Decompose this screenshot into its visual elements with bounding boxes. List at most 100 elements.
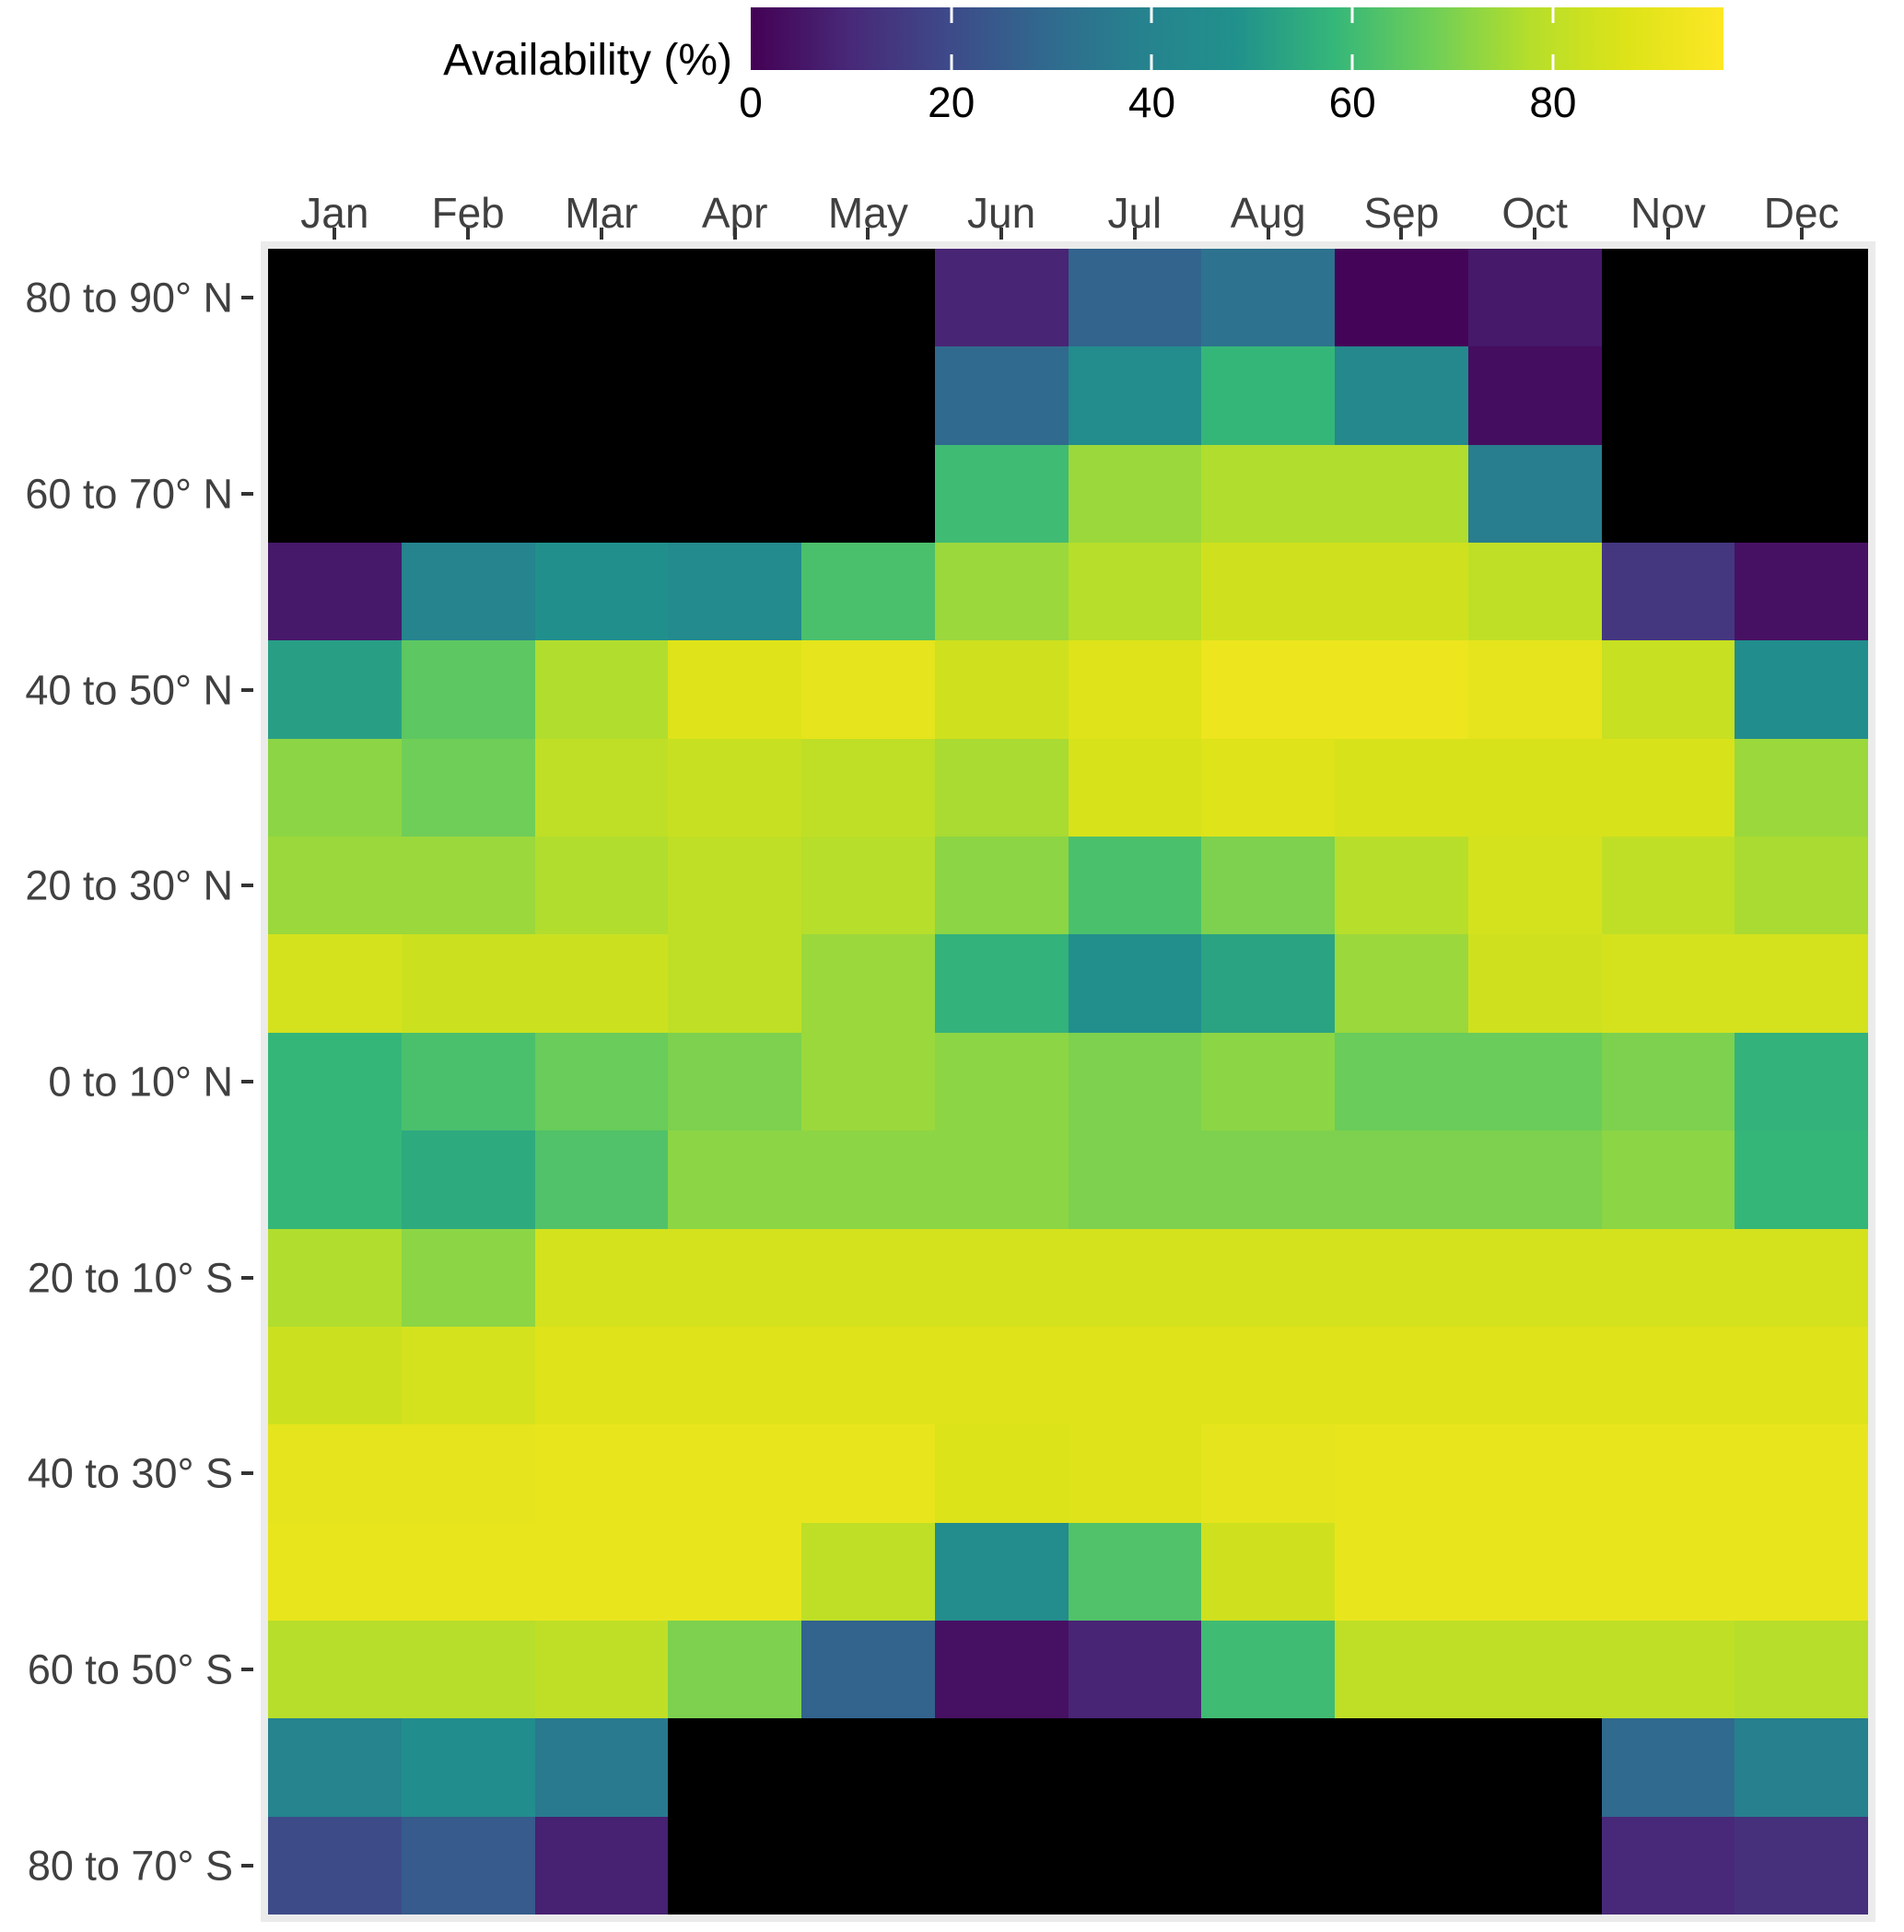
colorbar-tick [1350, 54, 1354, 70]
heatmap-cell [1068, 1326, 1202, 1425]
latitude-axis-tick [241, 1275, 253, 1280]
heatmap-cell [1201, 346, 1335, 445]
latitude-label: 20 to 30° N [25, 861, 233, 909]
heatmap-cell [1467, 1620, 1602, 1719]
heatmap-cell [668, 1718, 801, 1817]
heatmap-cell [1068, 249, 1202, 347]
month-axis-tick [1132, 228, 1137, 240]
heatmap-cell [1335, 249, 1468, 347]
heatmap-cell [534, 1718, 669, 1817]
heatmap-cell [401, 1522, 535, 1621]
heatmap-cell [1068, 1620, 1202, 1719]
heatmap-cell [1068, 1032, 1202, 1131]
colorbar-tick [950, 7, 953, 23]
heatmap-cell [934, 249, 1069, 347]
heatmap-cell [1601, 1816, 1735, 1914]
heatmap-cell [1601, 640, 1735, 739]
heatmap-cell [401, 543, 535, 641]
heatmap-cell [934, 346, 1069, 445]
heatmap-cell [401, 1228, 535, 1327]
heatmap-cell [268, 1816, 402, 1914]
heatmap-cell [1335, 1032, 1468, 1131]
heatmap-cell [801, 1522, 935, 1621]
heatmap-cell [268, 837, 402, 935]
heatmap-cell [934, 837, 1069, 935]
month-axis-tick [1533, 228, 1537, 240]
heatmap-cell [668, 543, 801, 641]
heatmap-cell [1601, 934, 1735, 1033]
heatmap-cell [801, 444, 935, 544]
heatmap-cell [1068, 640, 1202, 739]
heatmap-cell [934, 640, 1069, 739]
heatmap-cell [801, 640, 935, 739]
heatmap-cell [1735, 1130, 1868, 1229]
heatmap-cell [1601, 1620, 1735, 1719]
heatmap-cell [1735, 934, 1868, 1033]
heatmap-cell [1335, 346, 1468, 445]
month-axis-tick [466, 228, 471, 240]
heatmap-cell [1467, 1816, 1602, 1914]
heatmap-cell [1601, 543, 1735, 641]
heatmap-cell [1735, 738, 1868, 837]
heatmap-cell [668, 1816, 801, 1914]
latitude-label: 80 to 70° S [27, 1842, 233, 1890]
heatmap-cell [801, 249, 935, 347]
month-axis-tick [1799, 228, 1804, 240]
heatmap-cell [1201, 1130, 1335, 1229]
heatmap-cell [668, 640, 801, 739]
heatmap-cell [534, 1032, 669, 1131]
heatmap-cell [268, 934, 402, 1033]
heatmap-cell [1335, 1130, 1468, 1229]
colorbar-tick [1150, 54, 1153, 70]
month-axis-tick [732, 228, 737, 240]
heatmap-cell [668, 346, 801, 445]
heatmap-cell [1601, 1718, 1735, 1817]
colorbar-tick-label: 40 [1127, 78, 1176, 126]
heatmap-cell [1601, 249, 1735, 347]
heatmap-cell [268, 1718, 402, 1817]
heatmap-cell [401, 1424, 535, 1523]
heatmap-cell [668, 444, 801, 544]
heatmap-cell [1735, 837, 1868, 935]
heatmap-cell [934, 1620, 1069, 1719]
heatmap-cell [1467, 1326, 1602, 1425]
latitude-axis-tick [241, 687, 253, 692]
colorbar-tick-label: 80 [1529, 78, 1577, 126]
heatmap-cell [1068, 1816, 1202, 1914]
heatmap-cell [401, 837, 535, 935]
heatmap-cell [534, 1326, 669, 1425]
heatmap-cell [1335, 1326, 1468, 1425]
heatmap-cell [534, 444, 669, 544]
month-axis-tick [1399, 228, 1404, 240]
heatmap-cell [801, 346, 935, 445]
heatmap-cell [268, 1326, 402, 1425]
heatmap-cell [801, 837, 935, 935]
heatmap-cell [1467, 543, 1602, 641]
heatmap-cell [801, 934, 935, 1033]
heatmap-cell [534, 346, 669, 445]
heatmap-cell [801, 1228, 935, 1327]
heatmap-cell [268, 1130, 402, 1229]
heatmap-cell [1201, 934, 1335, 1033]
heatmap-cell [1335, 934, 1468, 1033]
heatmap-cell [534, 640, 669, 739]
month-axis-tick [866, 228, 870, 240]
heatmap-cell [934, 738, 1069, 837]
heatmap-cell [1068, 1424, 1202, 1523]
heatmap-cell [534, 1522, 669, 1621]
heatmap-cell [1201, 249, 1335, 347]
latitude-axis-tick [241, 1863, 253, 1868]
heatmap-cell [268, 543, 402, 641]
heatmap-cell [668, 1032, 801, 1131]
heatmap-cell [1735, 249, 1868, 347]
heatmap-cell [1068, 837, 1202, 935]
heatmap-cell [1201, 1620, 1335, 1719]
heatmap-cell [934, 1032, 1069, 1131]
colorbar-tick [1551, 7, 1555, 23]
heatmap-cell [268, 1424, 402, 1523]
heatmap-cell [534, 1228, 669, 1327]
heatmap-cell [534, 543, 669, 641]
latitude-label: 0 to 10° N [48, 1058, 233, 1106]
heatmap-cell [1467, 1522, 1602, 1621]
heatmap-cell [668, 1228, 801, 1327]
